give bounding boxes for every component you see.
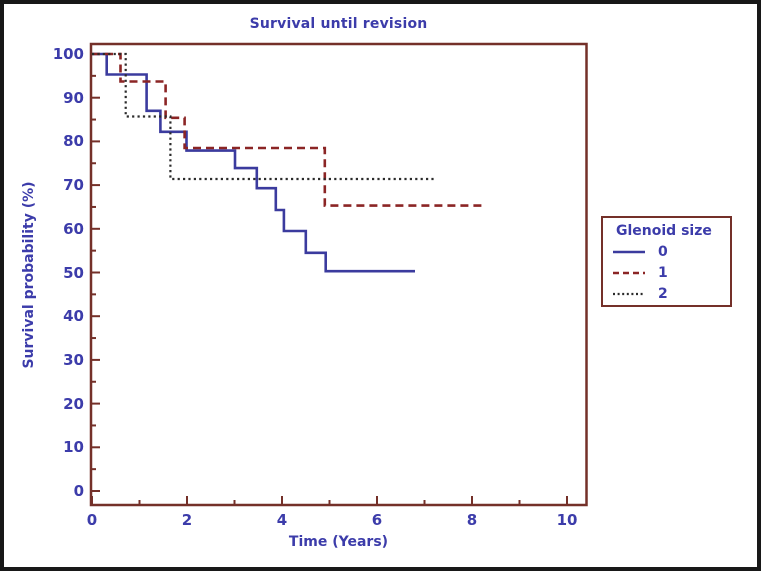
y-tick-label-100: 100: [52, 45, 84, 63]
legend-item-size-1: 1: [603, 262, 730, 283]
legend: Glenoid size 0 1 2: [601, 216, 732, 307]
legend-item-label: 0: [658, 243, 668, 260]
y-tick-label-10: 10: [63, 438, 84, 457]
y-tick-label-90: 90: [63, 88, 84, 107]
chart-title: Survival until revision: [249, 16, 428, 32]
survival-curve-size-2: [92, 52, 434, 181]
legend-item-label: 1: [658, 264, 668, 281]
y-tick-label-80: 80: [63, 132, 84, 151]
dotted-line-icon: [613, 292, 645, 295]
legend-item-size-2: 2: [603, 283, 730, 304]
x-tick-label-0: 0: [86, 511, 98, 529]
y-tick-label-70: 70: [63, 176, 84, 195]
x-axis-title: Time (Years): [288, 534, 389, 550]
x-tick-label-10: 10: [556, 511, 578, 529]
x-tick-label-4: 4: [276, 511, 288, 529]
legend-title: Glenoid size: [616, 223, 712, 239]
y-tick-label-50: 50: [63, 263, 84, 282]
dashed-line-icon: [613, 271, 645, 274]
y-tick-label-30: 30: [63, 350, 84, 369]
x-tick-label-6: 6: [371, 511, 383, 529]
survival-curve-size-0: [92, 52, 415, 273]
y-axis-title: Survival probability (%): [21, 181, 37, 369]
y-tick-label-40: 40: [63, 307, 84, 326]
y-tick-label-0: 0: [73, 482, 84, 500]
plot-frame: [89, 42, 588, 507]
x-tick-label-2: 2: [181, 511, 193, 529]
legend-item-size-0: 0: [603, 241, 730, 262]
x-tick-label-8: 8: [466, 511, 478, 529]
survival-curve-size-1: [92, 52, 484, 207]
legend-item-label: 2: [658, 285, 668, 302]
plot-area: [89, 42, 588, 507]
solid-line-icon: [613, 250, 645, 253]
y-tick-label-20: 20: [63, 394, 84, 413]
y-tick-label-60: 60: [63, 219, 84, 238]
